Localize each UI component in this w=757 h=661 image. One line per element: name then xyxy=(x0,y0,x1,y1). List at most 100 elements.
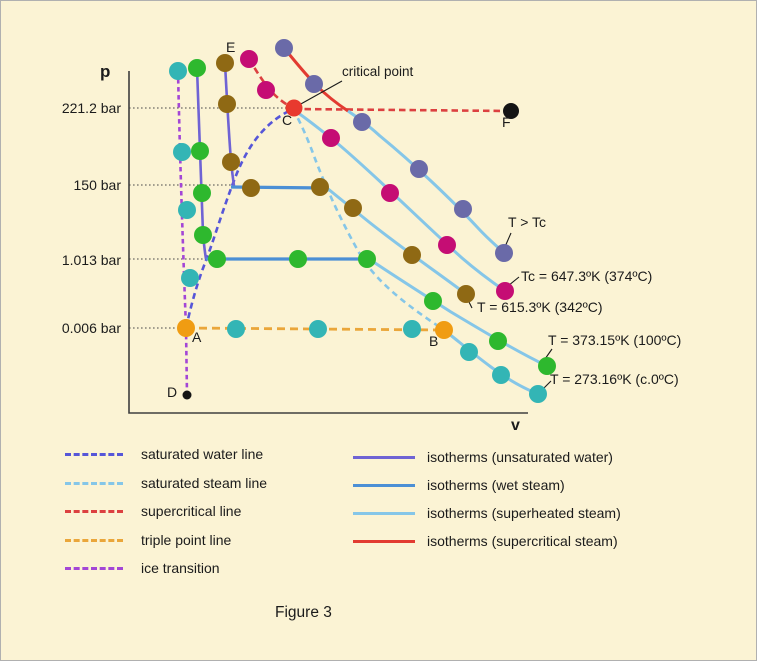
isotherm-273K-point xyxy=(227,320,245,338)
legend-label-iso-wet: isotherms (wet steam) xyxy=(427,477,565,493)
legend-item-saturated-water: saturated water line xyxy=(65,445,263,463)
isotherm-615K-point xyxy=(344,199,362,217)
isotherm-273K-point xyxy=(169,62,187,80)
legend-swatch-triple-point xyxy=(65,538,123,542)
isotherm-273K-point xyxy=(178,201,196,219)
point-A-triple xyxy=(177,319,195,337)
pressure-tick-0006-bar: 0.006 bar xyxy=(61,320,121,336)
point-B xyxy=(435,321,453,339)
legend-swatch-iso-unsaturated xyxy=(353,455,415,459)
supercritical-line-CF xyxy=(293,107,511,113)
legend-label-saturated-steam: saturated steam line xyxy=(141,475,268,491)
legend-swatch-saturated-water xyxy=(65,452,123,456)
point-F xyxy=(503,103,519,119)
pressure-tick-150-bar: 150 bar xyxy=(73,177,121,193)
isotherm-647K-critical-point xyxy=(496,282,514,300)
isotherm-615K-point xyxy=(242,179,260,197)
critical-point-label: critical point xyxy=(342,64,414,79)
pressure-tick-221-bar: 221.2 bar xyxy=(61,100,121,116)
legend-label-triple-point: triple point line xyxy=(141,532,232,548)
legend-item-iso-supercritical: isotherms (supercritical steam) xyxy=(353,532,618,550)
point-label-A: A xyxy=(192,329,202,345)
isotherm-above-Tc-point xyxy=(353,113,371,131)
isotherm-647K-critical-point xyxy=(257,81,275,99)
legend-swatch-iso-wet xyxy=(353,483,415,487)
isotherm-373K-point xyxy=(194,226,212,244)
isotherm-647K-critical-point xyxy=(240,50,258,68)
isotherm-373K-point xyxy=(208,250,226,268)
legend-label-supercritical: supercritical line xyxy=(141,503,242,519)
point-label-D: D xyxy=(167,384,178,400)
isotherm-615K-point xyxy=(403,246,421,264)
isotherm-273K-point xyxy=(309,320,327,338)
legend-label-iso-superheated: isotherms (superheated steam) xyxy=(427,505,621,521)
legend-swatch-saturated-steam xyxy=(65,481,123,485)
isotherm-273K-point xyxy=(181,269,199,287)
isotherm-273K-point xyxy=(173,143,191,161)
point-label-B: B xyxy=(429,333,439,349)
isotherm-above-Tc-point xyxy=(495,244,513,262)
legend-swatch-iso-superheated xyxy=(353,511,415,515)
legend-item-iso-unsaturated: isotherms (unsaturated water) xyxy=(353,448,613,466)
isotherm-label-t647: Tc = 647.3ºK (374ºC) xyxy=(521,268,653,284)
isotherm-615K-steam-segment xyxy=(326,186,467,296)
ice-transition-line xyxy=(176,70,189,396)
legend-label-ice-transition: ice transition xyxy=(141,560,220,576)
isotherm-373K-point xyxy=(191,142,209,160)
isotherm-615K-point xyxy=(216,54,234,72)
point-label-E: E xyxy=(226,39,236,55)
isotherm-647K-critical-point xyxy=(322,129,340,147)
pressure-tick-1-bar: 1.013 bar xyxy=(61,252,121,268)
legend-label-iso-supercritical: isotherms (supercritical steam) xyxy=(427,533,618,549)
isotherm-273K-point xyxy=(403,320,421,338)
isotherm-label-t-gt-tc: T > Tc xyxy=(508,214,547,230)
legend-swatch-ice-transition xyxy=(65,566,123,570)
legend-item-ice-transition: ice transition xyxy=(65,559,220,577)
saturated-water-line xyxy=(184,107,294,329)
isotherm-647K-critical-point xyxy=(438,236,456,254)
data-points-layer xyxy=(169,39,556,403)
legend-label-iso-unsaturated: isotherms (unsaturated water) xyxy=(427,449,613,465)
axes-lines xyxy=(128,71,528,414)
isotherm-373K-point xyxy=(193,184,211,202)
isotherm-label-t273: T = 273.16ºK (c.0ºC) xyxy=(550,371,679,387)
isotherm-615K-point xyxy=(311,178,329,196)
legend-label-saturated-water: saturated water line xyxy=(141,446,264,462)
legend-item-saturated-steam: saturated steam line xyxy=(65,474,267,492)
legend-item-iso-wet: isotherms (wet steam) xyxy=(353,476,565,494)
isotherm-273K-point xyxy=(492,366,510,384)
isotherm-273K-point xyxy=(529,385,547,403)
isotherm-above-Tc-point xyxy=(305,75,323,93)
isotherm-647K-steam-segment xyxy=(293,108,506,293)
isotherm-label-t373: T = 373.15ºK (100ºC) xyxy=(548,332,682,348)
y-axis-label: p xyxy=(100,62,111,81)
isotherm-373K-point xyxy=(538,357,556,375)
isotherm-273K-point xyxy=(460,343,478,361)
figure-caption: Figure 3 xyxy=(275,604,332,621)
isotherm-373K-steam-segment xyxy=(368,257,548,368)
isotherm-615K-point xyxy=(222,153,240,171)
point-label-C: C xyxy=(282,112,293,128)
isotherm-above-Tc-point xyxy=(275,39,293,57)
saturated-steam-line xyxy=(291,108,445,332)
legend-item-triple-point: triple point line xyxy=(65,531,231,549)
point-D xyxy=(182,390,192,400)
point-label-F: F xyxy=(502,114,511,130)
critical-point-connector xyxy=(298,80,343,106)
isotherm-373K-point xyxy=(424,292,442,310)
isotherm-above-Tc-point xyxy=(410,160,428,178)
isotherm-373K-liquid-segment xyxy=(195,67,208,260)
x-axis-label: v xyxy=(511,417,520,434)
legend-swatch-iso-supercritical xyxy=(353,539,415,543)
legend-item-iso-superheated: isotherms (superheated steam) xyxy=(353,504,621,522)
isotherm-label-t615: T = 615.3ºK (342ºC) xyxy=(477,299,603,315)
legend-swatch-supercritical xyxy=(65,509,123,513)
isotherm-373K-point xyxy=(489,332,507,350)
isotherm-373K-point xyxy=(188,59,206,77)
point-C-critical xyxy=(285,99,303,117)
isotherm-615K-point xyxy=(457,285,475,303)
isotherm-373K-point xyxy=(358,250,376,268)
isotherm-373K-point xyxy=(289,250,307,268)
